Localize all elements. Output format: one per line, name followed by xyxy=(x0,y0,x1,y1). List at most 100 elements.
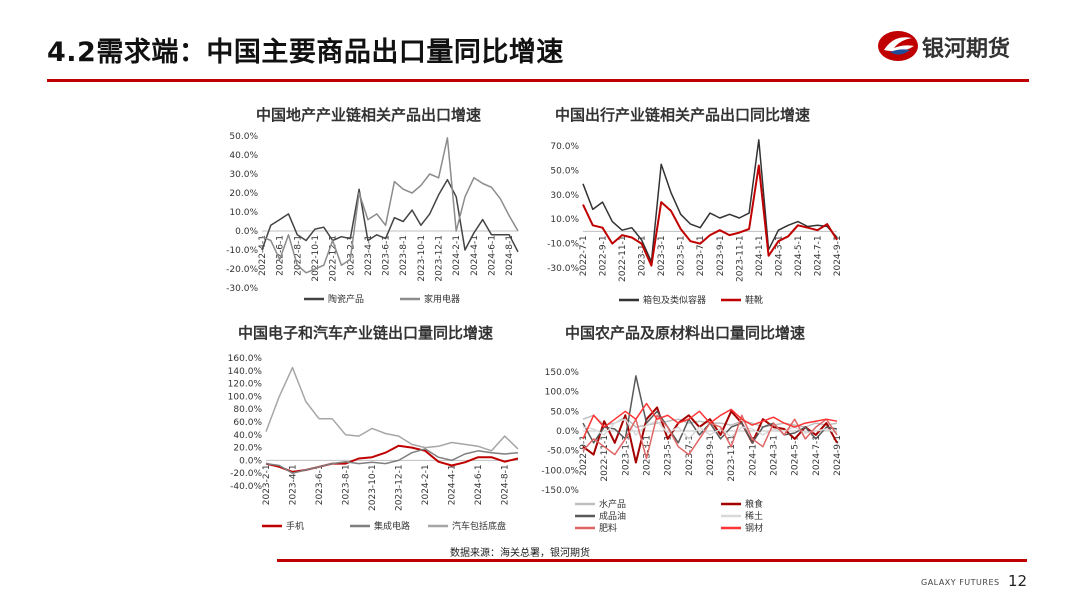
series-line xyxy=(261,137,519,274)
legend-label: 箱包及类似容器 xyxy=(643,294,706,306)
x-tick-label: 2023-7-1 xyxy=(696,235,706,276)
x-tick-label: 2024-3-1 xyxy=(774,235,784,276)
legend-label: 鞋靴 xyxy=(745,294,763,306)
x-tick-label: 2024-2-1 xyxy=(452,235,462,276)
series-line xyxy=(265,448,519,474)
y-tick-label: 60.0% xyxy=(233,418,262,428)
y-tick-label: -10.0% xyxy=(226,246,258,256)
y-tick-label: 50.0% xyxy=(229,132,258,142)
y-tick-label: -20.0% xyxy=(226,265,258,275)
y-tick-label: 10.0% xyxy=(550,215,579,225)
legend-label: 集成电路 xyxy=(374,520,410,532)
chart-electronics-auto: 中国电子和汽车产业链出口量同比增速 -40.0% -20.0% 0.0% 20.0% 4… xyxy=(222,320,530,538)
chart-title: 中国电子和汽车产业链出口量同比增速 xyxy=(238,324,494,342)
y-tick-label: 50.0% xyxy=(550,166,579,176)
x-tick-label: 2024-8-1 xyxy=(501,464,511,505)
x-tick-label: 2024-9-1 xyxy=(833,435,843,476)
x-tick-label: 2023-3-1 xyxy=(657,235,667,276)
data-source: 数据来源：海关总署，银河期货 xyxy=(450,548,590,559)
chart-title: 中国出行产业链相关产品出口同比增速 xyxy=(555,106,811,124)
chart-real-estate: 中国地产产业链相关产品出口增速 -30.0% -20.0% -10.0% 0.0% 10… xyxy=(222,102,530,312)
x-tick-label: 2023-9-1 xyxy=(716,235,726,276)
chart-real-estate-plot: -30.0% -20.0% -10.0% 0.0% 10.0% 20.0% 30.0% 40.… xyxy=(226,132,519,305)
page-number: 12 xyxy=(1008,572,1028,590)
chart-title: 中国农产品及原材料出口量同比增速 xyxy=(565,324,806,342)
x-tick-label: 2022-11-1 xyxy=(600,435,610,482)
x-tick-label: 2023-12-1 xyxy=(435,235,445,282)
y-tick-label: 160.0% xyxy=(228,354,263,364)
legend-label: 成品油 xyxy=(599,510,626,522)
x-tick-label: 2022-11-1 xyxy=(618,235,628,282)
legend-label: 钢材 xyxy=(745,522,763,534)
series-line xyxy=(582,139,838,263)
x-tick-label: 2023-6-1 xyxy=(315,464,325,505)
x-tick-label: 2023-9-1 xyxy=(706,435,716,476)
y-tick-label: -50.0% xyxy=(547,447,579,457)
y-tick-label: -150.0% xyxy=(541,486,579,496)
y-tick-label: 70.0% xyxy=(550,142,579,152)
y-tick-label: 150.0% xyxy=(545,368,580,378)
chart-travel: 中国出行产业链相关产品出口同比增速 -30.0% -10.0% 10.0% 30.0%… xyxy=(537,102,845,312)
x-tick-label: 2023-4-1 xyxy=(289,464,299,505)
y-tick-label: -30.0% xyxy=(547,264,579,274)
x-tick-label: 2023-11-1 xyxy=(735,235,745,282)
y-tick-label: 100.0% xyxy=(228,392,263,402)
footer-brand: GALAXY FUTURES xyxy=(921,578,1000,587)
slide-title: 4.2需求端：中国主要商品出口量同比增速 xyxy=(47,37,564,68)
y-tick-label: -100.0% xyxy=(541,466,579,476)
legend-label: 水产品 xyxy=(599,498,626,510)
x-tick-label: 2023-8-1 xyxy=(399,235,409,276)
y-tick-label: 20.0% xyxy=(233,444,262,454)
x-tick-label: 2023-5-1 xyxy=(677,235,687,276)
y-tick-label: 40.0% xyxy=(233,431,262,441)
x-tick-label: 2024-7-1 xyxy=(812,435,822,476)
y-tick-label: 10.0% xyxy=(229,208,258,218)
legend-label: 手机 xyxy=(286,520,304,532)
y-tick-label: 30.0% xyxy=(229,170,258,180)
x-tick-label: 2023-4-1 xyxy=(364,235,374,276)
series-line xyxy=(582,164,838,267)
x-tick-label: 2022-12-1 xyxy=(329,235,339,282)
x-tick-label: 2024-5-1 xyxy=(794,235,804,276)
y-tick-label: 100.0% xyxy=(545,388,580,398)
series-line xyxy=(261,178,519,253)
x-tick-label: 2023-6-1 xyxy=(382,235,392,276)
legend-label: 陶瓷产品 xyxy=(328,293,364,305)
chart-travel-plot: -30.0% -10.0% 10.0% 30.0% 50.0% 70.0% 2022-7-1… xyxy=(547,139,843,306)
x-tick-label: 2023-8-1 xyxy=(342,464,352,505)
x-tick-label: 2024-4-1 xyxy=(470,235,480,276)
x-tick-label: 2023-7-1 xyxy=(685,435,695,476)
y-tick-label: 20.0% xyxy=(229,189,258,199)
chart-electronics-auto-plot: -40.0% -20.0% 0.0% 20.0% 40.0% 60.0% 80.0% 100.… xyxy=(228,354,519,532)
x-tick-label: 2022-7-1 xyxy=(579,235,589,276)
x-tick-label: 2024-2-1 xyxy=(421,464,431,505)
legend-label: 稀土 xyxy=(745,510,763,522)
y-tick-label: -40.0% xyxy=(230,482,262,492)
brand-name: 银河期货 xyxy=(922,37,1011,62)
y-tick-label: 120.0% xyxy=(228,380,263,390)
x-tick-label: 2022-4-1 xyxy=(258,235,268,276)
x-tick-label: 2024-1-1 xyxy=(748,435,758,476)
title-divider xyxy=(47,79,1029,82)
y-tick-label: -30.0% xyxy=(226,284,258,294)
legend-label: 粮食 xyxy=(745,498,763,510)
chart-title: 中国地产产业链相关产品出口增速 xyxy=(256,106,482,124)
x-tick-label: 2024-8-1 xyxy=(505,235,515,276)
x-tick-label: 2024-3-1 xyxy=(770,435,780,476)
x-tick-label: 2023-10-1 xyxy=(368,464,378,511)
x-tick-label: 2023-1-1 xyxy=(621,435,631,476)
x-tick-label: 2024-4-1 xyxy=(448,464,458,505)
series-line xyxy=(582,402,838,440)
x-tick-label: 2023-2-1 xyxy=(262,464,272,505)
x-tick-label: 2023-11-1 xyxy=(727,435,737,482)
chart-agri-materials-plot: -150.0% -100.0% -50.0% 0.0% 50.0% 100.0% 150.0… xyxy=(541,368,843,534)
y-tick-label: 40.0% xyxy=(229,151,258,161)
x-tick-label: 2022-8-1 xyxy=(293,235,303,276)
x-tick-label: 2022-9-1 xyxy=(579,435,589,476)
x-tick-label: 2022-10-1 xyxy=(311,235,321,282)
legend-label: 汽车包括底盘 xyxy=(452,520,506,532)
x-tick-label: 2024-1-1 xyxy=(755,235,765,276)
y-tick-label: 0.0% xyxy=(235,227,258,237)
galaxy-futures-logo-icon xyxy=(878,31,918,61)
legend-label: 肥料 xyxy=(599,522,617,534)
